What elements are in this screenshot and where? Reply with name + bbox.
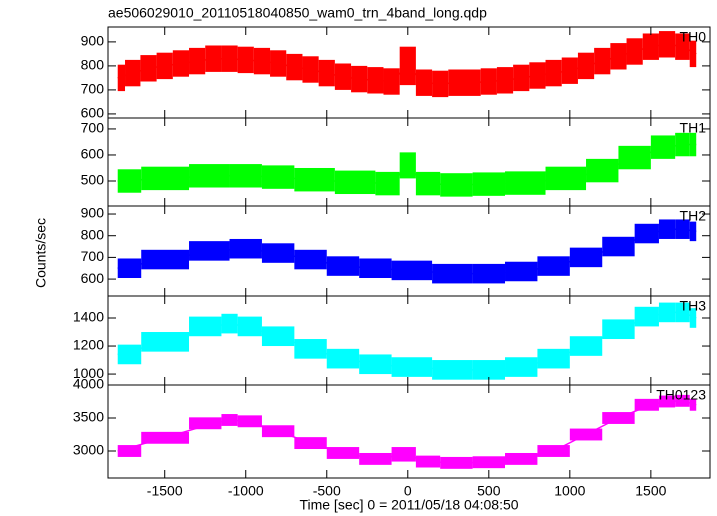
noise-band (634, 398, 659, 411)
light-curve (117, 400, 697, 464)
x-tick-label: -1000 (228, 483, 264, 499)
noise-band (689, 40, 697, 68)
y-tick-label: 1400 (73, 309, 104, 325)
y-tick-label: 700 (81, 248, 105, 264)
y-tick-label: 1200 (73, 337, 104, 353)
x-tick-label: -1500 (147, 483, 183, 499)
y-tick-label: 700 (81, 81, 105, 97)
noise-band (634, 306, 659, 327)
x-tick-label: 500 (477, 483, 501, 499)
light-curve (117, 311, 697, 371)
x-tick-label: 1500 (635, 483, 666, 499)
noise-band (689, 308, 697, 328)
noise-band (189, 417, 222, 430)
light-curve (117, 43, 697, 85)
x-tick-label: -500 (313, 483, 341, 499)
noise-band (117, 445, 142, 457)
y-tick-label: 3500 (73, 409, 104, 425)
y-tick-label: 600 (81, 270, 105, 286)
panel-frame (107, 384, 711, 479)
x-tick-label: 0 (404, 483, 412, 499)
y-tick-label: 700 (81, 120, 105, 136)
noise-band (117, 344, 142, 365)
y-tick-label: 4000 (73, 376, 104, 392)
noise-band (117, 258, 142, 278)
light-curve (117, 228, 697, 275)
series-label: TH2 (680, 208, 707, 224)
y-tick-label: 900 (81, 33, 105, 49)
noise-band (689, 398, 697, 411)
noise-band (650, 135, 676, 159)
noise-band (117, 64, 126, 92)
series-label: TH0123 (656, 387, 706, 403)
series-label: TH1 (680, 120, 707, 136)
noise-band (634, 223, 659, 244)
x-axis-label: Time [sec] 0 = 2011/05/18 04:08:50 (299, 497, 518, 513)
y-tick-label: 1000 (73, 365, 104, 381)
series-label: TH0 (680, 29, 707, 45)
noise-band (237, 415, 262, 428)
y-tick-label: 3000 (73, 442, 104, 458)
y-tick-label: 600 (81, 146, 105, 162)
y-tick-label: 800 (81, 57, 105, 73)
y-tick-label: 900 (81, 205, 105, 221)
x-tick-label: 1000 (554, 483, 585, 499)
y-tick-label: 600 (81, 105, 105, 121)
series-label: TH3 (680, 298, 707, 314)
light-curve (117, 143, 697, 186)
noise-band (237, 316, 262, 337)
y-axis-label: Counts/sec (33, 218, 49, 288)
y-tick-label: 500 (81, 172, 105, 188)
chart-title: ae506029010_20110518040850_wam0_trn_4ban… (108, 5, 487, 21)
y-tick-label: 800 (81, 226, 105, 242)
